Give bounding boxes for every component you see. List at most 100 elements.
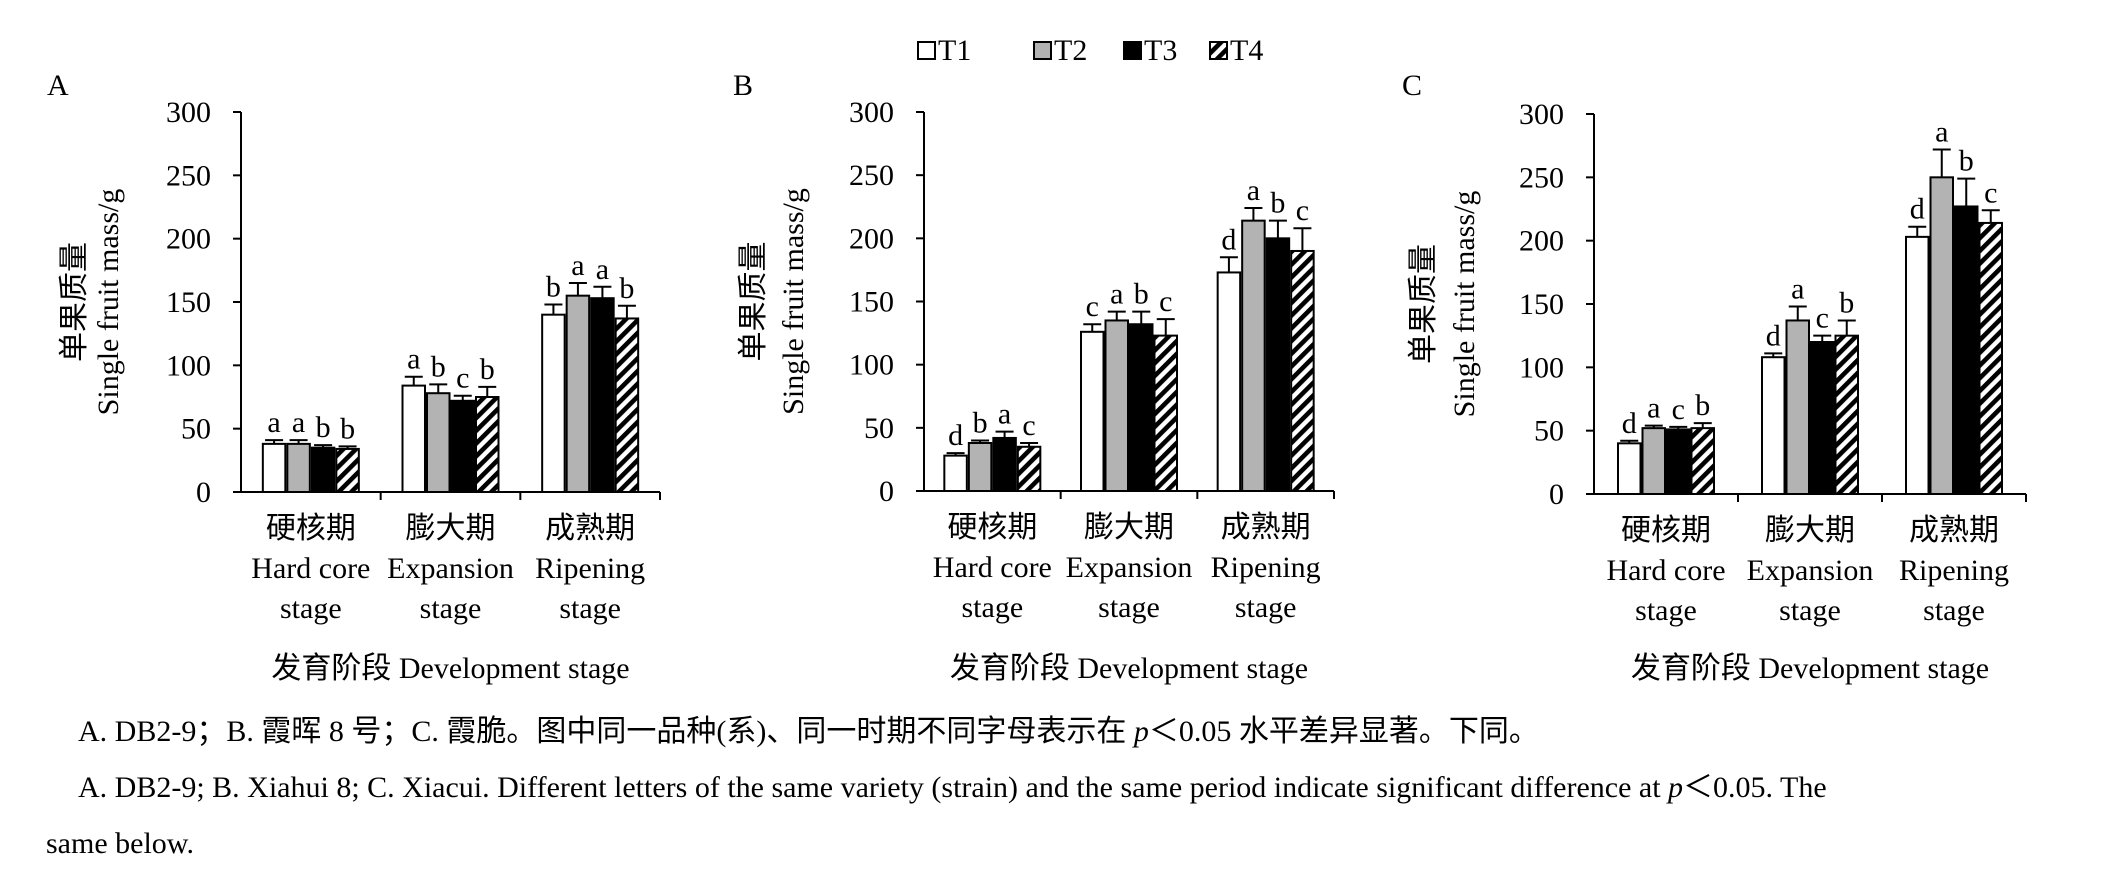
panel-b-sig-letter: d bbox=[948, 419, 963, 452]
panel-c-sig-letter: a bbox=[1935, 115, 1948, 148]
panel-a-sig-letter: a bbox=[407, 343, 420, 376]
panel-c-category-en-stage: stage bbox=[1635, 594, 1697, 627]
panel-c-bar-t3 bbox=[1810, 341, 1835, 495]
panel-c-y-tick-label: 100 bbox=[1519, 351, 1564, 384]
panel-b-category-en: Expansion bbox=[1066, 551, 1193, 584]
legend-swatch-t3 bbox=[1123, 41, 1142, 60]
legend-label-t1: T1 bbox=[938, 34, 971, 67]
legend-swatch-t1 bbox=[917, 41, 936, 60]
panel-b-sig-letter: a bbox=[1110, 278, 1123, 311]
panel-b-sig-letter: b bbox=[1134, 278, 1149, 311]
panel-b-category-zh: 成熟期 bbox=[1221, 511, 1311, 544]
panel-a-y-tick-label: 50 bbox=[181, 413, 211, 446]
panel-b-bar-t3 bbox=[992, 436, 1017, 493]
panel-c-category-en-stage: stage bbox=[1779, 594, 1841, 627]
panel-b-category-en: Hard core bbox=[933, 551, 1052, 584]
panel-a-y-tick-label: 0 bbox=[196, 476, 211, 509]
panel-c-category-en-stage: stage bbox=[1923, 594, 1985, 627]
panel-b-sig-letter: b bbox=[1270, 187, 1285, 220]
panel-c-category-zh: 硬核期 bbox=[1621, 514, 1711, 547]
panel-b-label: B bbox=[733, 69, 753, 102]
panel-b-sig-letter: b bbox=[973, 406, 988, 439]
panel-b-bar-t4 bbox=[1290, 249, 1315, 492]
panel-a-sig-letter: b bbox=[431, 350, 446, 383]
panel-b-bar-t1 bbox=[1080, 330, 1105, 492]
panel-b-category-en-stage: stage bbox=[962, 591, 1024, 624]
panel-a-sig-letter: c bbox=[456, 362, 469, 395]
panel-a-sig-letter: b bbox=[480, 353, 495, 386]
panel-a-sig-letter: a bbox=[571, 249, 584, 282]
panel-b-y-tick-label: 0 bbox=[879, 475, 894, 508]
panel-a-bar-t4 bbox=[475, 396, 500, 493]
panel-b-y-tick-label: 300 bbox=[849, 96, 894, 129]
panel-c-ylabel-en: Single fruit mass/g bbox=[1448, 191, 1481, 418]
legend-label-t4: T4 bbox=[1230, 34, 1263, 67]
figure: T1 T2 T3 T4 A 0 50 100 150 200 250 300 单果质量 Single fr… bbox=[47, 34, 2027, 685]
panel-c-ylabel-zh: 单果质量 bbox=[1407, 244, 1440, 364]
panel-b-y-tick-label: 200 bbox=[849, 222, 894, 255]
panel-b-bar-t3 bbox=[1129, 323, 1154, 492]
panel-b-y-tick-label: 100 bbox=[849, 349, 894, 382]
panel-b-category-en-stage: stage bbox=[1235, 591, 1297, 624]
panel-a-bar-t4 bbox=[614, 317, 640, 494]
panel-a-category-en-stage: stage bbox=[559, 592, 621, 625]
panel-c-bar-t1 bbox=[1617, 442, 1642, 496]
panel-a-y-tick-label: 100 bbox=[166, 349, 211, 382]
panel-c-category-zh: 成熟期 bbox=[1909, 514, 1999, 547]
panel-a-category-en: Hard core bbox=[251, 552, 370, 585]
panel-a-ylabel-zh: 单果质量 bbox=[58, 242, 91, 362]
panel-c-category-en: Expansion bbox=[1747, 554, 1874, 587]
panel-b-sig-letter: a bbox=[998, 398, 1011, 431]
panel-c-bar-t2 bbox=[1785, 319, 1810, 496]
caption-zh-prefix: A. DB2-9；B. 霞晖 8 号；C. 霞脆。图中同一品种(系)、同一时期不… bbox=[78, 715, 1134, 748]
panel-c-y-tick-label: 200 bbox=[1519, 225, 1564, 258]
panel-b-y-tick-label: 250 bbox=[849, 159, 894, 192]
panel-a-ylabel-en: Single fruit mass/g bbox=[92, 189, 125, 416]
panel-b-xlabel: 发育阶段 Development stage bbox=[950, 652, 1308, 685]
panel-c-bar-t4 bbox=[1834, 334, 1859, 495]
panel-a-sig-letter: b bbox=[316, 411, 331, 444]
panel-a-bar-t3 bbox=[450, 399, 475, 493]
panel-b-sig-letter: c bbox=[1022, 409, 1035, 442]
panel-b-category-zh: 硬核期 bbox=[947, 511, 1037, 544]
panel-a-sig-letter: a bbox=[267, 406, 280, 439]
panel-a-bar-t2 bbox=[565, 294, 591, 493]
panel-c-sig-letter: d bbox=[1622, 407, 1637, 440]
panel-c-category-en: Hard core bbox=[1606, 554, 1725, 587]
panel-c-sig-letter: c bbox=[1672, 393, 1685, 426]
caption-zh-p: p bbox=[1133, 715, 1149, 748]
panel-a-bar-t1 bbox=[401, 384, 426, 494]
panel-c-label: C bbox=[1402, 69, 1422, 102]
panel-a-bar-t1 bbox=[541, 313, 566, 493]
panel-c-category-zh: 膨大期 bbox=[1765, 514, 1855, 547]
caption-en-prefix: A. DB2-9; B. Xiahui 8; C. Xiacui. Differ… bbox=[78, 771, 1669, 804]
panel-a-sig-letter: b bbox=[340, 412, 355, 445]
panel-a-y-tick-label: 250 bbox=[166, 159, 211, 192]
panel-c-category-en: Ripening bbox=[1899, 554, 2009, 587]
caption-en-suffix: ＜0.05. The bbox=[1683, 771, 1827, 804]
panel-b-y-tick-label: 150 bbox=[849, 286, 894, 319]
panel-c-sig-letter: d bbox=[1910, 193, 1925, 226]
panel-a-sig-letter: b bbox=[619, 272, 634, 305]
panel-c-bar-t3 bbox=[1954, 205, 1979, 495]
panel-a-y-tick-label: 150 bbox=[166, 286, 211, 319]
panel-a-sig-letter: b bbox=[546, 271, 561, 304]
panel-c-bar-t2 bbox=[1641, 427, 1666, 495]
panel-b-category-en-stage: stage bbox=[1098, 591, 1160, 624]
panel-a-category-zh: 膨大期 bbox=[406, 512, 496, 545]
panel-b-sig-letter: c bbox=[1296, 194, 1309, 227]
panel-c-sig-letter: b bbox=[1695, 389, 1710, 422]
panel-a-category-en: Expansion bbox=[387, 552, 514, 585]
panel-c-sig-letter: a bbox=[1647, 392, 1660, 425]
panel-b-bar-t1 bbox=[943, 454, 968, 493]
caption-english: A. DB2-9; B. Xiahui 8; C. Xiacui. Differ… bbox=[0, 768, 2106, 808]
panel-a-xlabel: 发育阶段 Development stage bbox=[271, 652, 629, 685]
panel-b-y-tick-label: 50 bbox=[864, 412, 894, 445]
panel-b-bar-t2 bbox=[1241, 219, 1266, 492]
panel-a-category-zh: 成熟期 bbox=[545, 512, 635, 545]
panel-a-category-en-stage: stage bbox=[280, 592, 342, 625]
panel-c-sig-letter: b bbox=[1959, 145, 1974, 178]
panel-c-sig-letter: c bbox=[1984, 176, 1997, 209]
panel-a-bar-t3 bbox=[310, 446, 336, 493]
caption-english-line2: same below. bbox=[46, 827, 195, 860]
